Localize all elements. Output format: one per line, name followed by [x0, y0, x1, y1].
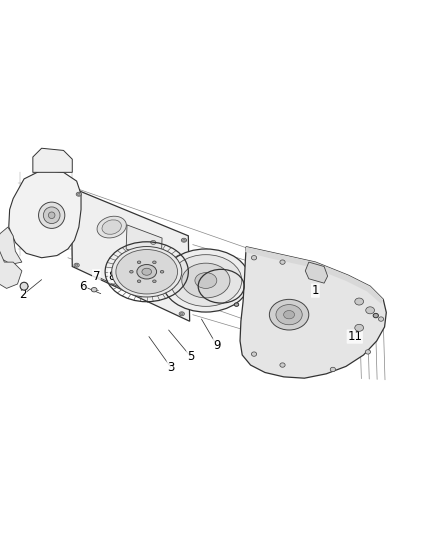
Ellipse shape	[76, 192, 81, 196]
Ellipse shape	[160, 270, 164, 273]
Text: 11: 11	[347, 330, 362, 343]
Polygon shape	[0, 247, 22, 288]
Ellipse shape	[162, 249, 250, 312]
Polygon shape	[305, 262, 328, 283]
Polygon shape	[9, 170, 81, 258]
Ellipse shape	[159, 283, 162, 285]
Ellipse shape	[355, 324, 364, 332]
Ellipse shape	[158, 273, 165, 279]
Ellipse shape	[102, 220, 121, 235]
Text: 3: 3	[167, 361, 174, 374]
Ellipse shape	[330, 367, 336, 372]
Ellipse shape	[112, 247, 182, 297]
Polygon shape	[0, 227, 22, 264]
Ellipse shape	[280, 260, 285, 264]
Ellipse shape	[75, 264, 78, 266]
Ellipse shape	[39, 202, 65, 229]
Text: 9: 9	[213, 339, 221, 352]
Ellipse shape	[355, 298, 364, 305]
Ellipse shape	[179, 312, 184, 316]
Ellipse shape	[280, 363, 285, 367]
Polygon shape	[126, 225, 162, 262]
Ellipse shape	[181, 238, 187, 242]
Ellipse shape	[137, 280, 141, 282]
Ellipse shape	[183, 239, 185, 241]
Ellipse shape	[150, 271, 153, 273]
Ellipse shape	[142, 268, 152, 275]
Text: 8: 8	[109, 270, 116, 282]
Ellipse shape	[373, 313, 378, 318]
Ellipse shape	[195, 273, 217, 288]
Polygon shape	[245, 247, 383, 304]
Ellipse shape	[78, 193, 80, 195]
Text: 6: 6	[79, 280, 87, 293]
Ellipse shape	[159, 267, 162, 269]
Ellipse shape	[152, 280, 156, 282]
Ellipse shape	[151, 240, 156, 245]
Ellipse shape	[182, 263, 230, 298]
Polygon shape	[33, 148, 72, 172]
Ellipse shape	[152, 261, 156, 264]
Polygon shape	[240, 247, 386, 378]
Ellipse shape	[97, 216, 126, 238]
Text: 2: 2	[19, 288, 27, 302]
Ellipse shape	[284, 311, 295, 319]
Ellipse shape	[137, 261, 141, 264]
Ellipse shape	[170, 255, 242, 306]
Ellipse shape	[169, 279, 172, 281]
Ellipse shape	[234, 303, 239, 306]
Polygon shape	[71, 188, 190, 321]
Ellipse shape	[366, 307, 374, 314]
Ellipse shape	[378, 317, 384, 321]
Ellipse shape	[180, 313, 183, 315]
Ellipse shape	[48, 212, 55, 219]
Ellipse shape	[92, 287, 97, 292]
Ellipse shape	[116, 249, 177, 294]
Ellipse shape	[269, 300, 309, 330]
Ellipse shape	[137, 264, 157, 279]
Ellipse shape	[20, 282, 28, 290]
Ellipse shape	[251, 255, 257, 260]
Ellipse shape	[251, 352, 257, 356]
Ellipse shape	[43, 207, 60, 223]
Text: 7: 7	[92, 270, 100, 282]
Ellipse shape	[365, 350, 371, 354]
Text: 10: 10	[119, 256, 134, 269]
Text: 1: 1	[311, 284, 319, 297]
Ellipse shape	[150, 279, 153, 281]
Ellipse shape	[130, 270, 133, 273]
Ellipse shape	[144, 264, 178, 288]
Ellipse shape	[276, 304, 302, 325]
Ellipse shape	[148, 266, 174, 286]
Text: 5: 5	[187, 350, 194, 363]
Ellipse shape	[74, 263, 79, 267]
Ellipse shape	[169, 271, 172, 273]
